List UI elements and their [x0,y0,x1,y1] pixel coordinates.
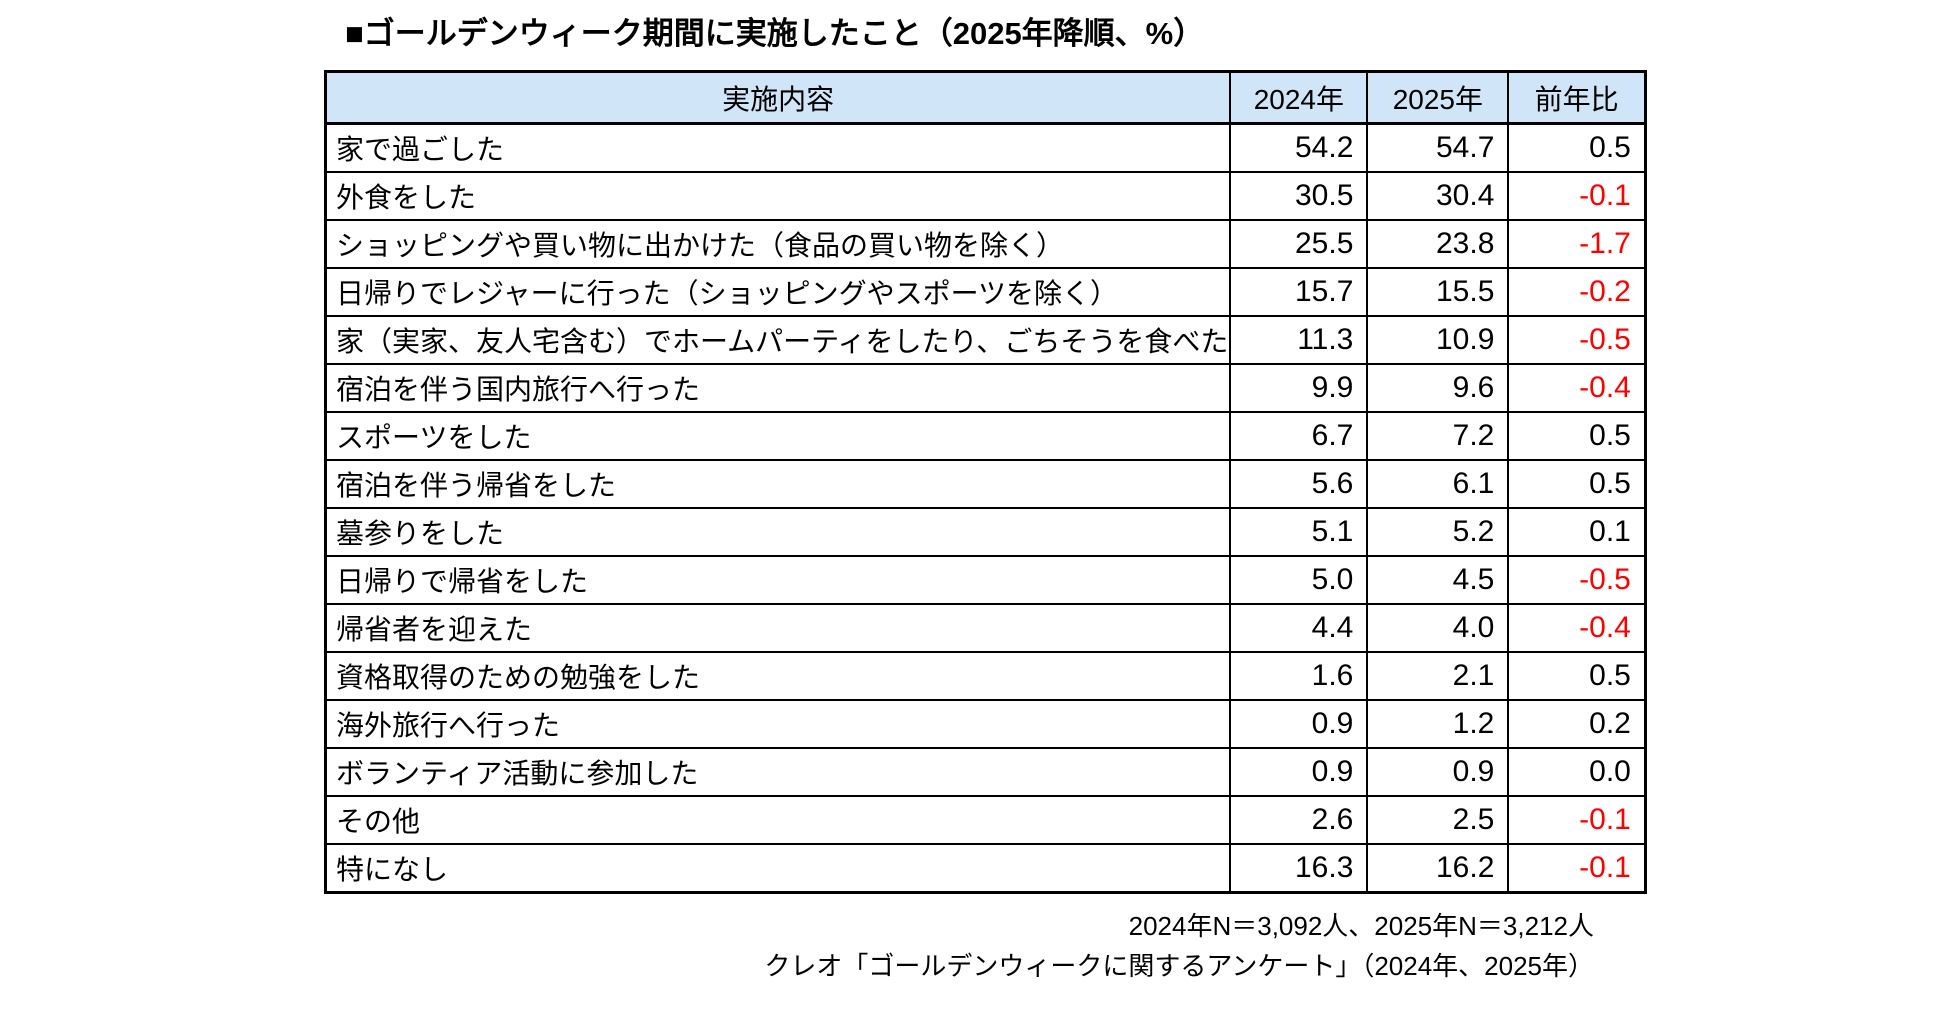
activity-label: 宿泊を伴う帰省をした [324,459,1232,509]
table-row: 外食をした 30.5 30.4 -0.1 [324,171,1647,221]
footnote-block: 2024年N＝3,092人、2025年N＝3,212人 クレオ「ゴールデンウィー… [324,906,1594,986]
value-yoy-diff: 0.2 [1507,699,1647,749]
value-2024: 11.3 [1229,315,1369,365]
value-2025: 6.1 [1366,459,1510,509]
column-header-yoy-diff: 前年比 [1507,70,1647,125]
value-yoy-diff: 0.0 [1507,747,1647,797]
table-row: 特になし 16.3 16.2 -0.1 [324,843,1647,894]
value-2025: 10.9 [1366,315,1510,365]
table-row: 日帰りで帰省をした 5.0 4.5 -0.5 [324,555,1647,605]
value-2025: 4.5 [1366,555,1510,605]
table-row: 日帰りでレジャーに行った（ショッピングやスポーツを除く） 15.7 15.5 -0.2 [324,267,1647,317]
value-yoy-diff: -0.4 [1507,603,1647,653]
value-yoy-diff: -0.1 [1507,843,1647,894]
activity-label: 資格取得のための勉強をした [324,651,1232,701]
value-yoy-diff: 0.5 [1507,122,1647,173]
activity-label: ショッピングや買い物に出かけた（食品の買い物を除く） [324,219,1232,269]
sample-size-note: 2024年N＝3,092人、2025年N＝3,212人 [1128,911,1594,941]
activity-label: 海外旅行へ行った [324,699,1232,749]
value-2024: 5.0 [1229,555,1369,605]
value-2025: 0.9 [1366,747,1510,797]
activity-label: 外食をした [324,171,1232,221]
activity-label: 日帰りで帰省をした [324,555,1232,605]
table-row: 墓参りをした 5.1 5.2 0.1 [324,507,1647,557]
value-2024: 4.4 [1229,603,1369,653]
value-yoy-diff: -0.4 [1507,363,1647,413]
value-yoy-diff: 0.1 [1507,507,1647,557]
activity-label: 帰省者を迎えた [324,603,1232,653]
activity-label: ボランティア活動に参加した [324,747,1232,797]
value-yoy-diff: 0.5 [1507,651,1647,701]
value-2025: 7.2 [1366,411,1510,461]
activity-label: 日帰りでレジャーに行った（ショッピングやスポーツを除く） [324,267,1232,317]
value-yoy-diff: 0.5 [1507,459,1647,509]
value-2024: 16.3 [1229,843,1369,894]
column-header-2024: 2024年 [1229,70,1369,125]
table-row: ボランティア活動に参加した 0.9 0.9 0.0 [324,747,1647,797]
table-row: 帰省者を迎えた 4.4 4.0 -0.4 [324,603,1647,653]
value-2025: 30.4 [1366,171,1510,221]
table-row: 家で過ごした 54.2 54.7 0.5 [324,122,1647,173]
value-2025: 54.7 [1366,122,1510,173]
value-2025: 16.2 [1366,843,1510,894]
table-row: ショッピングや買い物に出かけた（食品の買い物を除く） 25.5 23.8 -1.7 [324,219,1647,269]
value-2025: 9.6 [1366,363,1510,413]
header-row: 実施内容 2024年 2025年 前年比 [324,70,1647,125]
value-yoy-diff: -1.7 [1507,219,1647,269]
value-2024: 5.1 [1229,507,1369,557]
value-2025: 15.5 [1366,267,1510,317]
activity-label: 宿泊を伴う国内旅行へ行った [324,363,1232,413]
activity-label: 家（実家、友人宅含む）でホームパーティをしたり、ごちそうを食べた [324,315,1232,365]
value-2024: 5.6 [1229,459,1369,509]
gw-activities-table: 実施内容 2024年 2025年 前年比 家で過ごした 54.2 54.7 0.5 外食… [324,70,1647,894]
table-row: スポーツをした 6.7 7.2 0.5 [324,411,1647,461]
value-2024: 15.7 [1229,267,1369,317]
table-row: 海外旅行へ行った 0.9 1.2 0.2 [324,699,1647,749]
column-header-2025: 2025年 [1366,70,1510,125]
value-yoy-diff: -0.1 [1507,795,1647,845]
value-2024: 9.9 [1229,363,1369,413]
value-yoy-diff: -0.2 [1507,267,1647,317]
value-yoy-diff: 0.5 [1507,411,1647,461]
value-2024: 25.5 [1229,219,1369,269]
value-2024: 2.6 [1229,795,1369,845]
value-2025: 4.0 [1366,603,1510,653]
value-2024: 0.9 [1229,747,1369,797]
activity-label: 家で過ごした [324,122,1232,173]
table-row: 資格取得のための勉強をした 1.6 2.1 0.5 [324,651,1647,701]
value-2024: 0.9 [1229,699,1369,749]
value-2025: 2.5 [1366,795,1510,845]
activity-label: 特になし [324,843,1232,894]
value-yoy-diff: -0.5 [1507,555,1647,605]
column-header-content: 実施内容 [324,70,1232,125]
value-2025: 5.2 [1366,507,1510,557]
activity-label: その他 [324,795,1232,845]
table-row: その他 2.6 2.5 -0.1 [324,795,1647,845]
value-2024: 54.2 [1229,122,1369,173]
table-row: 家（実家、友人宅含む）でホームパーティをしたり、ごちそうを食べた 11.3 10.9… [324,315,1647,365]
value-yoy-diff: -0.1 [1507,171,1647,221]
value-yoy-diff: -0.5 [1507,315,1647,365]
chart-title: ■ゴールデンウィーク期間に実施したこと（2025年降順、%） [345,16,1205,51]
value-2025: 23.8 [1366,219,1510,269]
table-body: 家で過ごした 54.2 54.7 0.5 外食をした 30.5 30.4 -0.1 ショッピング… [324,122,1647,894]
table-row: 宿泊を伴う国内旅行へ行った 9.9 9.6 -0.4 [324,363,1647,413]
activity-label: 墓参りをした [324,507,1232,557]
value-2024: 6.7 [1229,411,1369,461]
value-2025: 1.2 [1366,699,1510,749]
value-2024: 1.6 [1229,651,1369,701]
value-2025: 2.1 [1366,651,1510,701]
activity-label: スポーツをした [324,411,1232,461]
table-header: 実施内容 2024年 2025年 前年比 [324,70,1647,125]
table-row: 宿泊を伴う帰省をした 5.6 6.1 0.5 [324,459,1647,509]
source-citation: クレオ「ゴールデンウィークに関するアンケート」（2024年、2025年） [764,951,1594,981]
value-2024: 30.5 [1229,171,1369,221]
